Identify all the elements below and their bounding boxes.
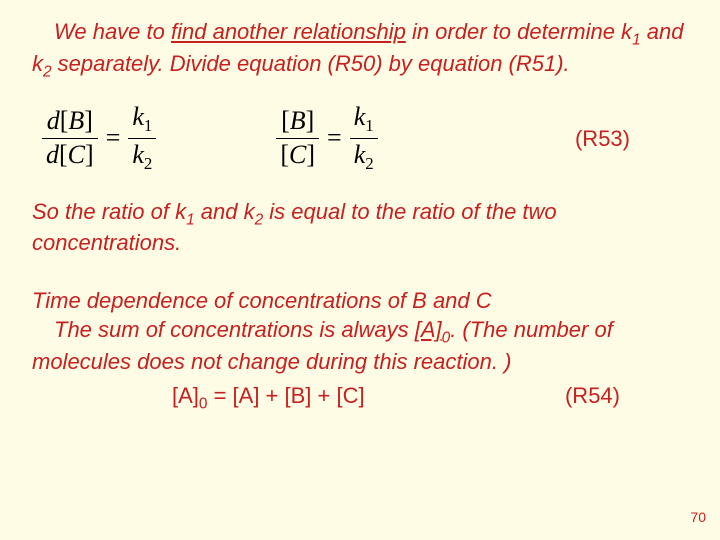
eq53-C: [C] — [276, 141, 319, 170]
eq53-k1b: k — [354, 102, 366, 131]
page-number: 70 — [690, 509, 706, 527]
eq53-dC-br: [C] — [59, 140, 94, 169]
para1-k1sub: 1 — [632, 31, 641, 48]
eq53-label: (R53) — [575, 125, 630, 153]
eq53-k2: k — [132, 140, 144, 169]
para2-b: and k — [195, 199, 255, 224]
eq54-label: (R54) — [565, 382, 620, 410]
eq53-equals-1: = — [106, 122, 121, 155]
eq54-a: [A] — [172, 383, 199, 408]
eq53-k2b: k — [354, 140, 366, 169]
eq54-b: = [A] + [B] + [C] — [207, 383, 364, 408]
eq53-left-group: d[B] d[C] = k1 k2 — [42, 103, 156, 174]
para3-ul-text: [A] — [415, 317, 442, 342]
para1-k2sub: 2 — [43, 63, 52, 80]
eq53-dC-d: d — [46, 140, 59, 169]
eq53-equals-2: = — [327, 122, 342, 155]
equation-r54-row: [A]0 = [A] + [B] + [C] (R54) — [32, 382, 692, 414]
eq53-frac-conc: [B] [C] — [276, 107, 319, 169]
eq53-frac-k-1: k1 k2 — [128, 103, 156, 174]
eq53-k2-sub: 2 — [144, 154, 152, 173]
eq53-dB-d: d — [47, 106, 60, 135]
eq53-B: [B] — [277, 107, 318, 136]
para3-a: The sum of concentrations is always — [54, 317, 415, 342]
para3-ul: [A]0 — [415, 317, 450, 342]
para2-s1: 1 — [186, 211, 195, 228]
para2-a: So the ratio of k — [32, 199, 186, 224]
eq53-k1b-sub: 1 — [365, 116, 373, 135]
heading-time-dependence: Time dependence of concentrations of B a… — [32, 287, 692, 315]
eq53-frac-diff: d[B] d[C] — [42, 107, 98, 169]
para1-tail: in order to determine k — [406, 19, 632, 44]
para-ratio: So the ratio of k1 and k2 is equal to th… — [32, 198, 692, 257]
para1-mid2: separately. Divide equation (R50) by equ… — [52, 51, 570, 76]
eq53-dB-br: [B] — [60, 106, 93, 135]
para3-ulsub: 0 — [442, 330, 451, 347]
para-intro: We have to find another relationship in … — [32, 18, 692, 81]
eq54-text: [A]0 = [A] + [B] + [C] — [172, 382, 365, 414]
eq53-right-group: [B] [C] = k1 k2 — [276, 103, 377, 174]
equation-r53-row: d[B] d[C] = k1 k2 [B] [C] = k1 k2 (R53) — [32, 103, 692, 174]
para-sum: The sum of concentrations is always [A]0… — [32, 316, 692, 375]
para2-s2: 2 — [255, 211, 264, 228]
eq53-k2b-sub: 2 — [365, 154, 373, 173]
eq53-k1-sub: 1 — [144, 116, 152, 135]
para1-underline: find another relationship — [171, 19, 406, 44]
para1-lead: We have to — [54, 19, 171, 44]
eq53-frac-k-2: k1 k2 — [350, 103, 378, 174]
eq53-k1: k — [132, 102, 144, 131]
